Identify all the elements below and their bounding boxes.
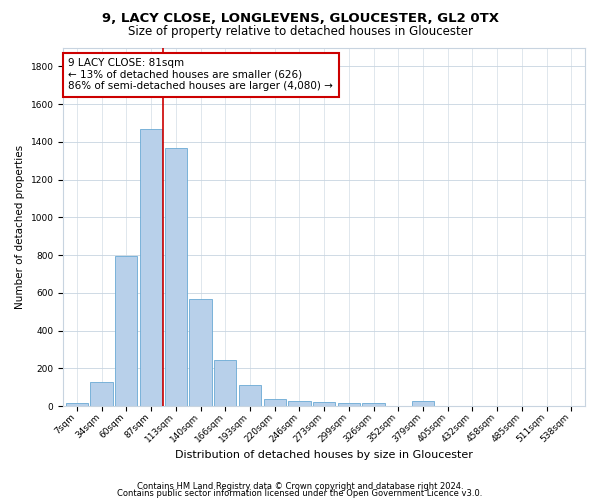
- Bar: [338, 402, 360, 406]
- Bar: [239, 386, 261, 406]
- Bar: [313, 402, 335, 406]
- Text: 9, LACY CLOSE, LONGLEVENS, GLOUCESTER, GL2 0TX: 9, LACY CLOSE, LONGLEVENS, GLOUCESTER, G…: [101, 12, 499, 26]
- Bar: [164, 148, 187, 406]
- Bar: [412, 402, 434, 406]
- Bar: [91, 382, 113, 406]
- Text: Contains public sector information licensed under the Open Government Licence v3: Contains public sector information licen…: [118, 489, 482, 498]
- Bar: [115, 256, 137, 406]
- Bar: [190, 298, 212, 406]
- Bar: [362, 404, 385, 406]
- Bar: [66, 404, 88, 406]
- Bar: [288, 401, 311, 406]
- Text: Size of property relative to detached houses in Gloucester: Size of property relative to detached ho…: [128, 25, 473, 38]
- Bar: [140, 128, 162, 406]
- Bar: [214, 360, 236, 406]
- X-axis label: Distribution of detached houses by size in Gloucester: Distribution of detached houses by size …: [175, 450, 473, 460]
- Y-axis label: Number of detached properties: Number of detached properties: [15, 144, 25, 309]
- Text: 9 LACY CLOSE: 81sqm
← 13% of detached houses are smaller (626)
86% of semi-detac: 9 LACY CLOSE: 81sqm ← 13% of detached ho…: [68, 58, 334, 92]
- Text: Contains HM Land Registry data © Crown copyright and database right 2024.: Contains HM Land Registry data © Crown c…: [137, 482, 463, 491]
- Bar: [263, 399, 286, 406]
